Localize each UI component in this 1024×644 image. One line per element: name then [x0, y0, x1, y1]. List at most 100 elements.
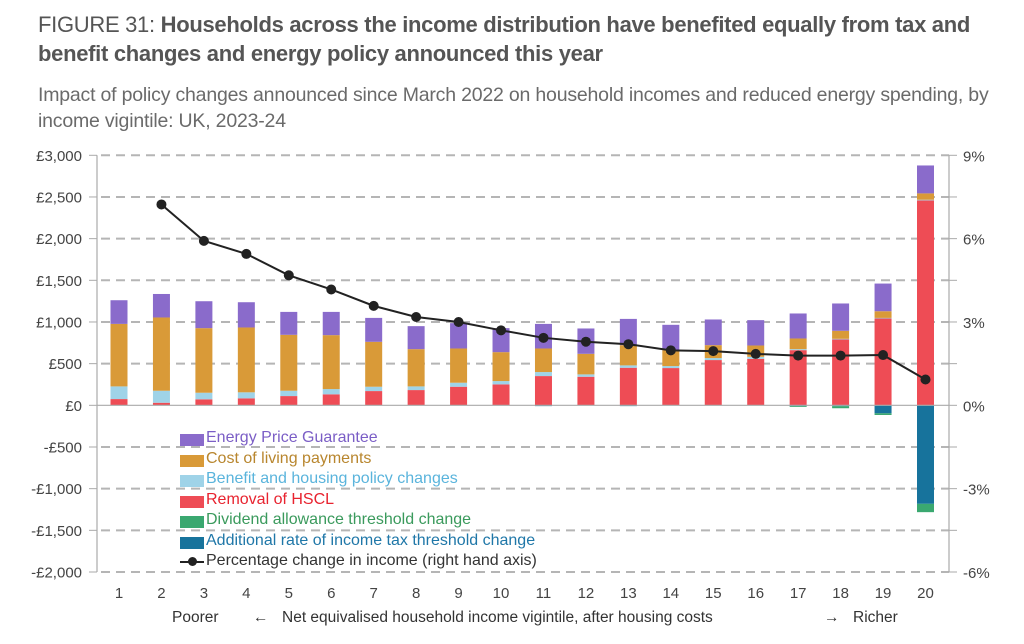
bar-segment-energy-price-guarantee — [110, 300, 128, 324]
y-tick-label: £0 — [65, 398, 82, 415]
chart-subtitle: Impact of policy changes announced since… — [38, 84, 989, 132]
bar-segment-benefit-and-housing-policy-changes — [322, 389, 340, 395]
percentage-point — [750, 348, 761, 359]
bar-segment-energy-price-guarantee — [662, 324, 680, 351]
legend-swatch — [180, 454, 204, 467]
bar-segment-benefit-and-housing-policy-changes — [917, 199, 934, 201]
bar-segment-additional-rate-of-income-tax-threshold-change — [874, 405, 892, 414]
bar-segment-removal-of-hscl — [322, 394, 340, 406]
bar-segment-cost-of-living-payments — [237, 327, 255, 393]
x-tick-label: 5 — [285, 585, 293, 602]
percentage-point — [665, 345, 676, 356]
x-tick-label: 20 — [917, 585, 934, 602]
x-tick-label: 4 — [242, 585, 250, 602]
x-tick-label: 11 — [536, 585, 552, 602]
bar-segment-removal-of-hscl — [365, 391, 383, 406]
percentage-point — [920, 374, 931, 385]
bar-segment-cost-of-living-payments — [619, 345, 637, 366]
bar-segment-benefit-and-housing-policy-changes — [492, 381, 510, 385]
legend-swatch — [180, 475, 204, 488]
bar-segment-energy-price-guarantee — [195, 301, 213, 329]
bar-segment-cost-of-living-payments — [407, 349, 425, 387]
bar-segment-energy-price-guarantee — [450, 323, 468, 349]
bar-segment-removal-of-hscl — [492, 384, 510, 406]
bar-segment-removal-of-hscl — [110, 399, 128, 406]
bar-segment-removal-of-hscl — [407, 390, 425, 406]
y2-tick-label: 3% — [963, 315, 985, 332]
bar-segment-cost-of-living-payments — [662, 350, 680, 367]
bar-segment-energy-price-guarantee — [365, 317, 383, 342]
y-tick-label: £500 — [49, 356, 82, 373]
bar-segment-benefit-and-housing-policy-changes — [534, 372, 552, 377]
x-tick-label: 16 — [747, 585, 764, 602]
bar-segment-removal-of-hscl — [747, 358, 765, 406]
bar-segment-removal-of-hscl — [662, 368, 680, 406]
legend-item: Benefit and housing policy changes — [180, 469, 537, 490]
y-tick-label: -£500 — [44, 439, 82, 456]
y-tick-label: £1,500 — [36, 273, 82, 290]
bar-segment-cost-of-living-payments — [832, 330, 850, 339]
bar-segment-energy-price-guarantee — [407, 326, 425, 350]
x-axis-title: Net equivalised household income viginti… — [282, 609, 713, 626]
percentage-point — [623, 339, 634, 350]
bar-segment-benefit-and-housing-policy-changes — [280, 390, 298, 397]
bar-segment-benefit-and-housing-policy-changes — [195, 392, 213, 400]
legend-label: Percentage change in income (right hand … — [206, 552, 537, 570]
percentage-point — [538, 332, 549, 343]
legend-label: Energy Price Guarantee — [206, 429, 378, 447]
legend-label: Removal of HSCL — [206, 490, 335, 508]
x-tick-label: 2 — [157, 585, 165, 602]
bar-segment-energy-price-guarantee — [789, 313, 807, 339]
x-tick-label: 6 — [327, 585, 335, 602]
legend-swatch — [180, 495, 204, 508]
bar-segment-benefit-and-housing-policy-changes — [450, 382, 468, 387]
y2-tick-label: -6% — [963, 565, 990, 582]
percentage-point — [496, 325, 507, 336]
x-tick-label: 17 — [790, 585, 807, 602]
y-tick-label: £2,000 — [36, 231, 82, 248]
bar-segment-dividend-allowance-threshold-change — [832, 406, 850, 409]
x-tick-label: 18 — [832, 585, 849, 602]
legend-label: Dividend allowance threshold change — [206, 511, 472, 529]
x-label-richer: Richer — [853, 609, 898, 626]
bar-segment-removal-of-hscl — [619, 367, 637, 406]
bar-segment-cost-of-living-payments — [152, 317, 170, 391]
x-tick-label: 15 — [705, 585, 722, 602]
bar-segment-cost-of-living-payments — [110, 323, 128, 387]
line-marker-icon — [180, 555, 204, 567]
y-tick-label: -£1,500 — [31, 523, 82, 540]
bar-segment-benefit-and-housing-policy-changes — [407, 386, 425, 391]
x-tick-label: 1 — [115, 585, 123, 602]
bar-segment-benefit-and-housing-policy-changes — [110, 386, 128, 400]
bar-segment-cost-of-living-payments — [322, 335, 340, 390]
y-tick-label: £2,500 — [36, 189, 82, 206]
legend-label: Additional rate of income tax threshold … — [206, 531, 536, 549]
y2-tick-label: 0% — [963, 398, 985, 415]
y2-tick-label: -3% — [963, 482, 990, 499]
percentage-point — [793, 350, 804, 361]
percentage-point — [241, 248, 252, 259]
x-tick-label: 14 — [662, 585, 679, 602]
bar-segment-cost-of-living-payments — [789, 338, 807, 350]
x-tick-label: 8 — [412, 585, 420, 602]
bar-segment-cost-of-living-payments — [365, 341, 383, 387]
legend-swatch — [180, 536, 204, 549]
legend-label: Cost of living payments — [206, 449, 372, 467]
bar-segment-energy-price-guarantee — [280, 311, 298, 335]
bars — [110, 165, 934, 513]
y-tick-label: -£2,000 — [31, 565, 82, 582]
bar-segment-removal-of-hscl — [704, 360, 722, 406]
percentage-point — [326, 284, 337, 295]
bar-segment-removal-of-hscl — [195, 399, 213, 406]
bar-segment-benefit-and-housing-policy-changes — [577, 374, 595, 377]
bar-segment-cost-of-living-payments — [577, 353, 595, 375]
title-text: Households across the income distributio… — [38, 12, 971, 66]
bar-segment-removal-of-hscl — [152, 402, 170, 406]
bar-segment-additional-rate-of-income-tax-threshold-change — [917, 405, 934, 504]
bar-segment-energy-price-guarantee — [322, 311, 340, 336]
percentage-point — [198, 235, 209, 246]
bar-segment-energy-price-guarantee — [619, 318, 637, 346]
legend-item: Dividend allowance threshold change — [180, 510, 537, 531]
percentage-point — [835, 350, 846, 361]
